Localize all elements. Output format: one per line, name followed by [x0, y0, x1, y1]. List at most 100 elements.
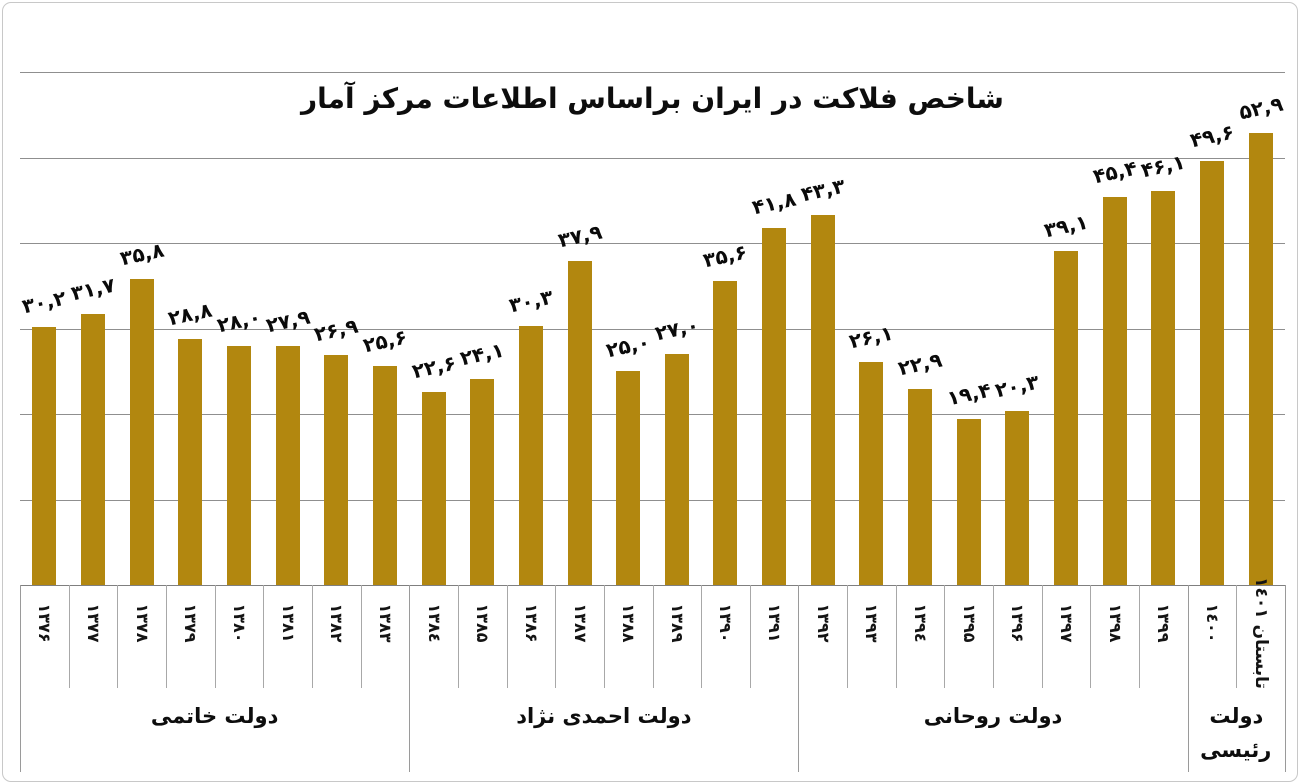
year-label: ۱۳۹۹ — [1154, 603, 1174, 643]
gridline — [20, 72, 1285, 73]
bar-value-label: ۳۵,۸ — [117, 237, 166, 271]
year-cell-divider — [165, 585, 167, 688]
year-cell-divider — [506, 585, 508, 688]
group-label: دولت خاتمی — [150, 704, 279, 728]
year-cell-divider — [214, 585, 216, 688]
year-cell-divider — [311, 585, 313, 688]
bar-value-label: ۳۷,۹ — [555, 219, 604, 253]
year-cell-divider — [847, 585, 849, 688]
bar — [956, 419, 981, 585]
year-label: ۱۳۷۸ — [132, 603, 152, 643]
year-cell-divider — [1090, 585, 1092, 688]
bar-value-label: ۲۲,۹ — [895, 347, 945, 381]
year-cell-divider — [749, 585, 751, 688]
bar — [762, 227, 787, 585]
year-cell-divider — [360, 585, 362, 688]
bar-value-label: ۲۷,۰ — [652, 312, 701, 346]
bar — [859, 361, 884, 585]
year-label: ۱۳۸۰ — [229, 603, 249, 643]
year-cell-divider — [701, 585, 703, 688]
year-label: ١٤٠٠ — [1203, 603, 1223, 643]
year-label: ۱۳۸۹ — [667, 603, 687, 643]
year-cell-divider — [263, 585, 265, 688]
bar — [616, 371, 641, 585]
bar — [1102, 196, 1127, 585]
year-label: ۱۳۸۸ — [619, 603, 639, 643]
bar — [470, 378, 495, 585]
bar-value-label: ۲۰,۳ — [993, 370, 1042, 403]
bar — [1200, 160, 1225, 585]
bar — [908, 389, 933, 585]
bar-value-label: ۲۴,۱ — [458, 337, 507, 371]
year-cell-divider — [1236, 585, 1238, 688]
group-label: دولت روحانی — [923, 704, 1063, 728]
bar — [226, 345, 251, 585]
year-cell-divider — [555, 585, 557, 688]
group-cell: دولت رئیسی — [1189, 688, 1284, 772]
year-label: ۱۳۷۷ — [83, 603, 103, 643]
year-label: ۱۳۸۲ — [327, 603, 347, 643]
year-label: ۱۳۸۶ — [521, 603, 541, 643]
year-label: ۱۳۹۱ — [765, 603, 785, 643]
bar — [1005, 411, 1030, 585]
year-label: ۱۳۹۰ — [716, 603, 736, 643]
bar — [567, 260, 592, 585]
group-cell: دولت روحانی — [799, 688, 1186, 772]
group-cell: دولت احمدی نژاد — [410, 688, 797, 772]
group-divider — [1187, 585, 1189, 772]
bar — [810, 214, 835, 585]
year-cell-divider — [944, 585, 946, 688]
bar-value-label: ۳۰,۳ — [506, 284, 555, 318]
bar-value-label: ۴۳,۳ — [798, 173, 847, 207]
year-label: ۱۳۹۳ — [862, 603, 882, 643]
bar — [518, 325, 543, 585]
bar-value-label: ۳۹,۱ — [1041, 209, 1091, 243]
gridline — [20, 328, 1285, 330]
bar — [32, 326, 57, 585]
year-label: ۱۳۸۱ — [278, 603, 298, 643]
bar-value-label: ۲۶,۱ — [847, 320, 896, 354]
group-divider — [20, 585, 21, 772]
year-label: ۱۳۸۳ — [375, 603, 395, 643]
bar — [80, 313, 105, 585]
group-divider — [409, 585, 411, 772]
year-label: ۱۳۹۷ — [1057, 603, 1077, 643]
bar — [178, 338, 203, 585]
bar — [1248, 132, 1273, 585]
group-label: دولت احمدی نژاد — [516, 704, 692, 728]
year-label: ١٣٨٤ — [424, 603, 444, 643]
chart-title: شاخص فلاکت در ایران براساس اطلاعات مرکز … — [301, 82, 1004, 115]
year-label: ۱۳۹۶ — [1008, 603, 1028, 643]
bar — [275, 346, 300, 585]
gridline — [20, 157, 1285, 159]
year-cell-divider — [1139, 585, 1141, 688]
gridline — [20, 414, 1285, 415]
group-divider — [1285, 585, 1286, 772]
year-label: ۱۳۷۶ — [35, 603, 55, 643]
year-cell-divider — [1041, 585, 1043, 688]
year-label: تابستان ١٤٠١ — [1250, 577, 1271, 689]
bar — [1054, 250, 1079, 585]
bar-value-label: ۳۵,۶ — [701, 239, 750, 272]
year-cell-divider — [68, 585, 70, 688]
year-cell-divider — [117, 585, 119, 688]
year-label: ۱۳۷۹ — [181, 603, 201, 643]
year-label: ۱۳۹۵ — [959, 603, 979, 643]
gridline — [20, 499, 1285, 501]
year-cell-divider — [457, 585, 459, 688]
bar — [324, 355, 349, 585]
year-label: ۱۳۸۷ — [570, 603, 590, 643]
bar — [129, 278, 154, 585]
group-divider — [798, 585, 800, 772]
gridline — [20, 243, 1285, 244]
year-label: ١٣٩٤ — [911, 603, 931, 643]
group-label: دولت رئیسی — [1200, 704, 1272, 762]
group-cell: دولت خاتمی — [21, 688, 408, 772]
bar — [1151, 190, 1176, 585]
year-label: ۱۳۹۸ — [1105, 603, 1125, 643]
bar — [713, 280, 738, 585]
bar-value-label: ۳۱,۷ — [68, 272, 118, 306]
bar — [372, 366, 397, 585]
year-label: ۱۳۹۲ — [813, 603, 833, 643]
